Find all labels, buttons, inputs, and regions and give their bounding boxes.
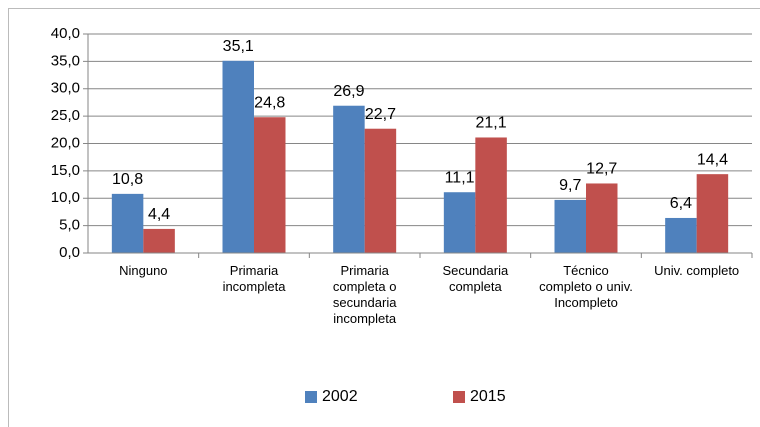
data-label: 10,8	[112, 171, 143, 188]
y-tick-label: 25,0	[51, 107, 80, 124]
data-label: 22,7	[365, 106, 396, 123]
legend-label: 2002	[322, 388, 358, 405]
bar	[696, 174, 729, 253]
data-label: 26,9	[333, 83, 364, 100]
x-tick-label: Secundaria completa	[442, 263, 509, 294]
y-tick-label: 20,0	[51, 134, 80, 151]
bar	[111, 193, 144, 253]
data-label: 6,4	[670, 195, 692, 212]
bar	[143, 228, 175, 253]
y-tick-label: 40,0	[51, 25, 80, 42]
data-label: 35,1	[223, 38, 254, 55]
x-tick-label: Univ. completo	[654, 263, 740, 278]
bar	[475, 137, 507, 253]
legend-label: 2015	[470, 388, 506, 405]
data-label: 24,8	[254, 94, 285, 111]
bar	[443, 192, 476, 253]
legend-swatch	[305, 391, 317, 403]
bar	[254, 117, 286, 253]
y-tick-label: 10,0	[51, 189, 80, 206]
data-label: 12,7	[586, 161, 617, 178]
chart-border	[8, 8, 760, 427]
bar	[586, 183, 618, 253]
x-tick-label: Primaria incompleta	[222, 263, 286, 294]
data-label: 11,1	[445, 169, 475, 186]
data-label: 9,7	[559, 177, 581, 194]
x-tick-label: Ninguno	[119, 263, 168, 278]
data-label: 4,4	[148, 206, 170, 223]
bar	[333, 105, 365, 253]
data-label: 21,1	[476, 115, 507, 132]
y-tick-label: 15,0	[51, 162, 80, 179]
y-tick-label: 35,0	[51, 52, 80, 69]
data-label: 14,4	[697, 151, 728, 168]
bar	[554, 199, 586, 253]
bar	[665, 217, 697, 253]
x-tick-label: Primaria completa o secundaria incomplet…	[332, 263, 397, 326]
bar	[222, 60, 254, 253]
x-tick-label: Técnico completo o univ. Incompleto	[539, 263, 633, 310]
legend-swatch	[453, 391, 465, 403]
bar	[364, 128, 397, 253]
y-tick-label: 30,0	[51, 80, 80, 97]
y-tick-label: 5,0	[59, 217, 80, 234]
y-tick-label: 0,0	[59, 244, 80, 261]
